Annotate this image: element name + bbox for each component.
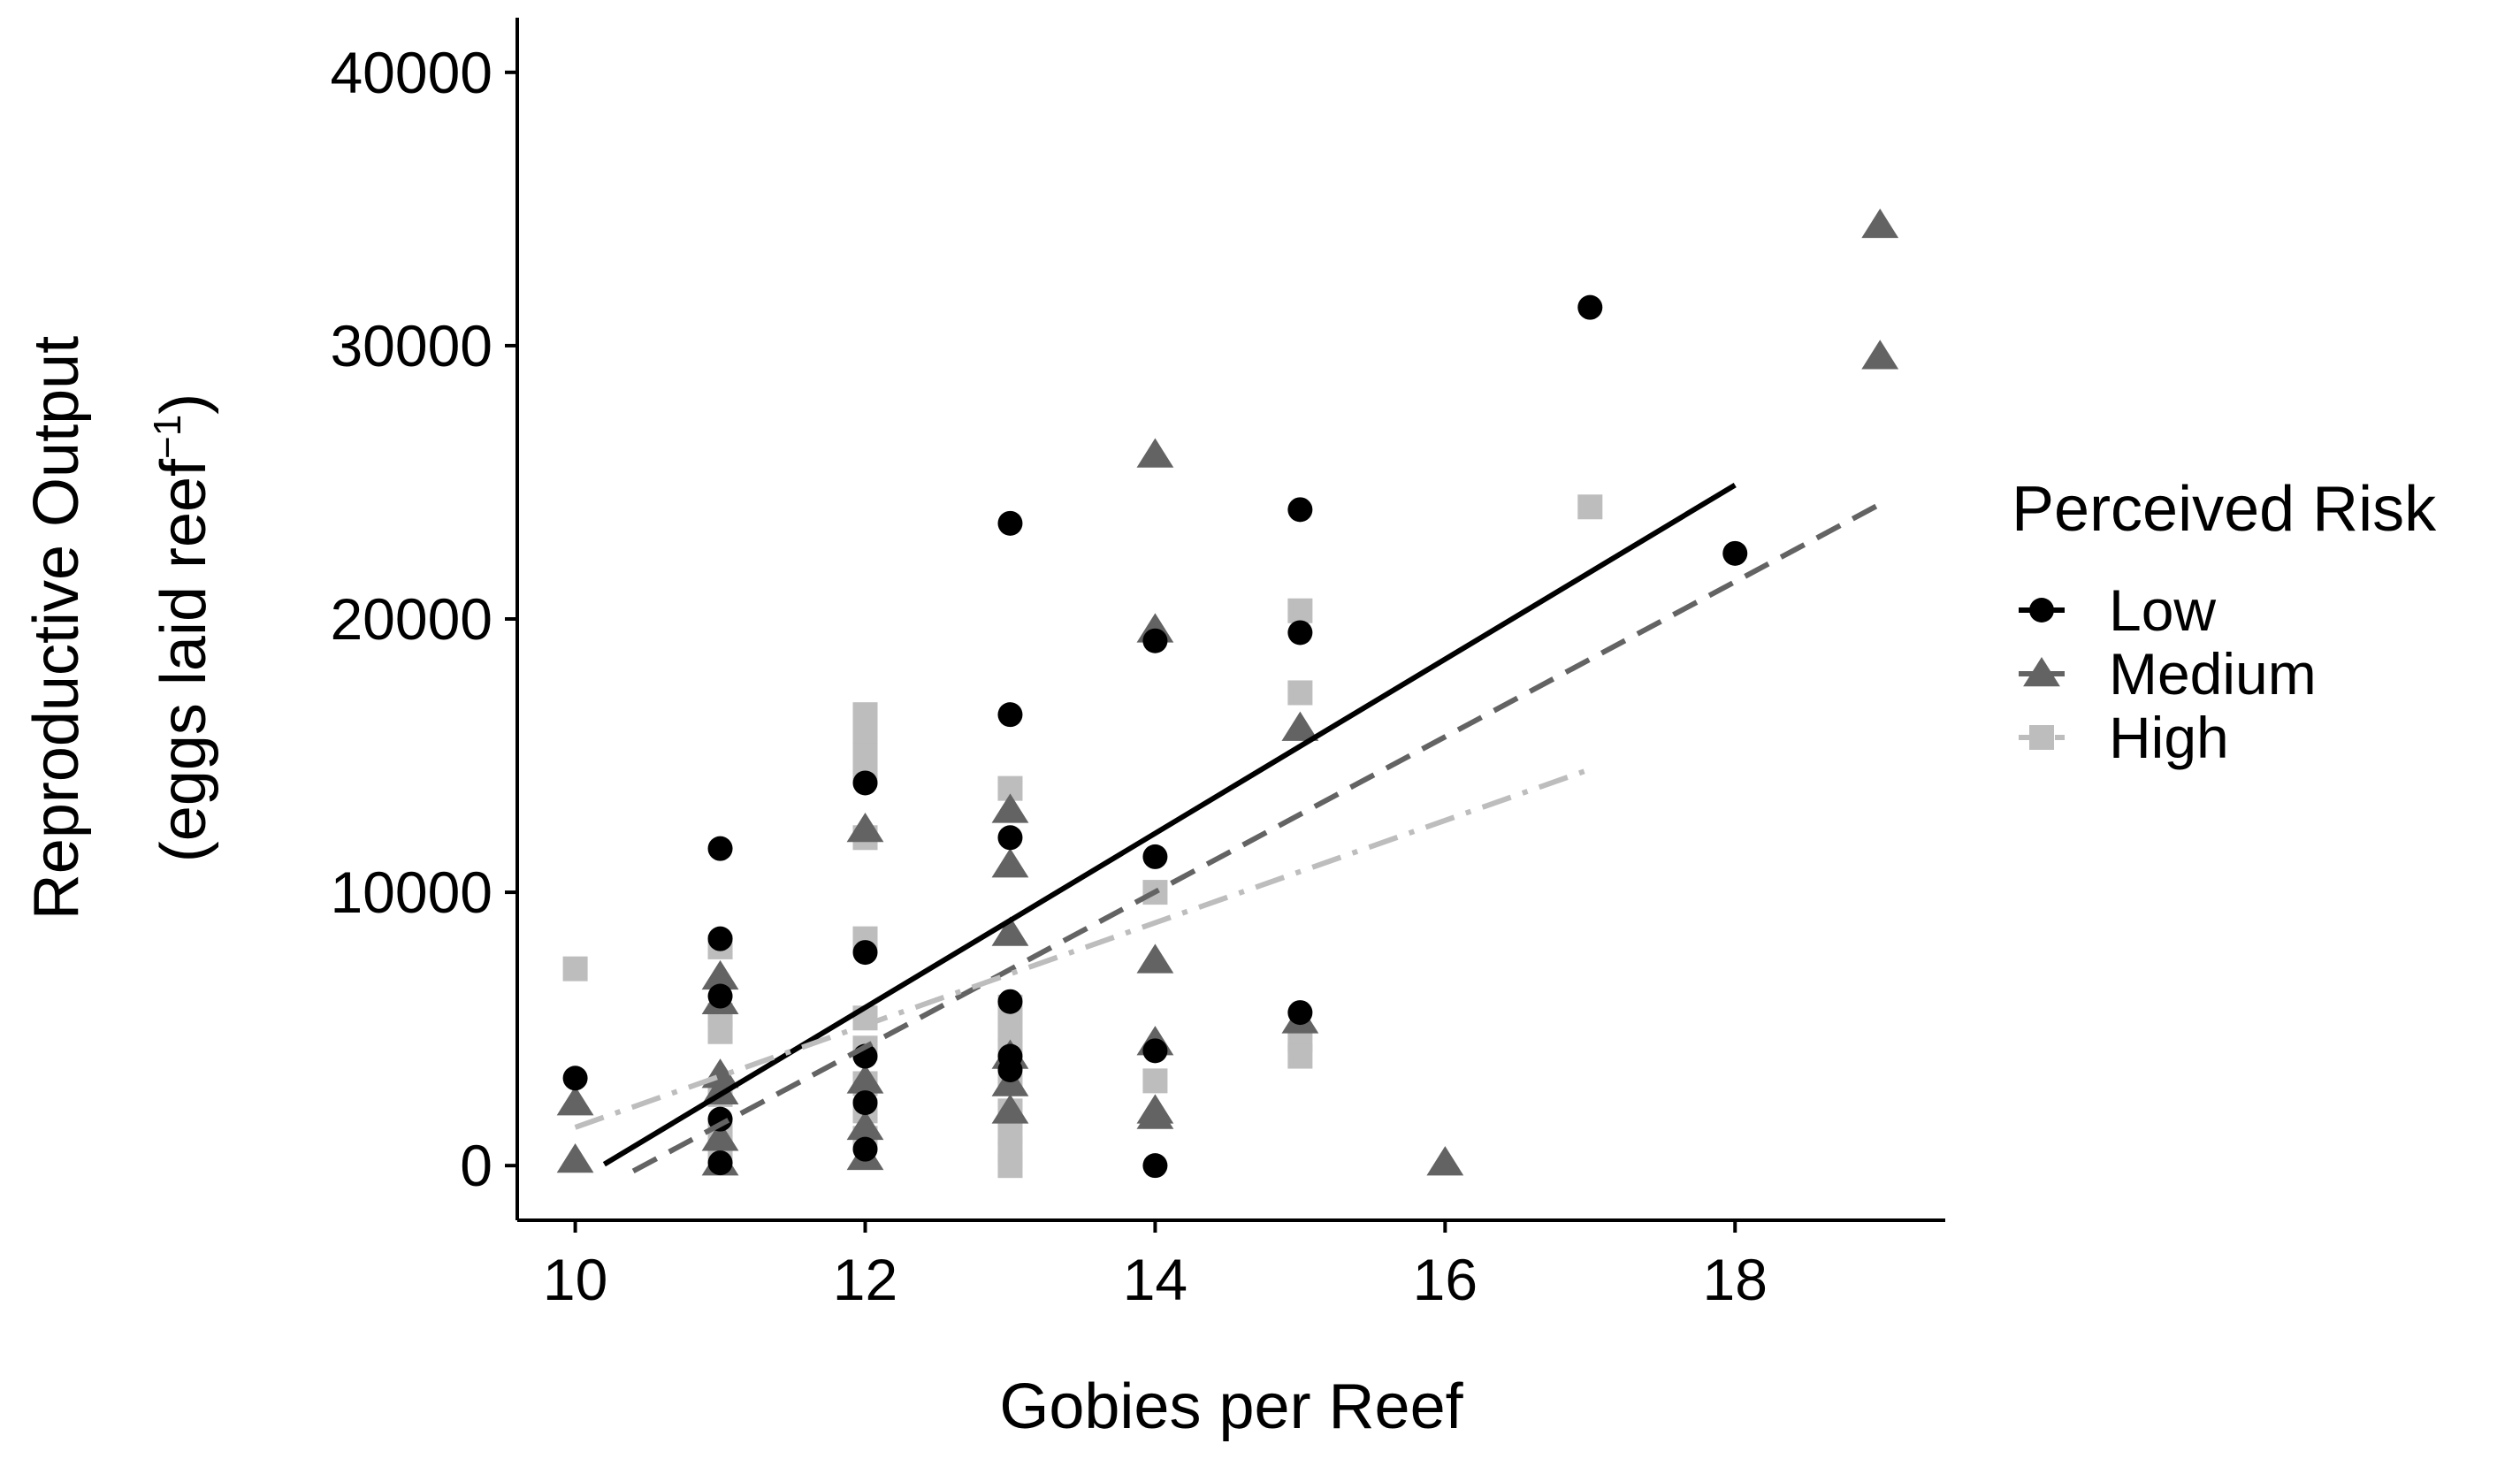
y-axis-ticks: 0 10000 20000 30000 40000: [330, 40, 517, 1198]
point-low: [1287, 1000, 1313, 1026]
point-medium: [846, 1064, 884, 1094]
legend-marker-medium: [2023, 657, 2060, 687]
y-axis-title-units: (eggs laid reef: [149, 458, 219, 862]
legend-label-medium: Medium: [2109, 641, 2317, 707]
point-medium: [991, 1094, 1029, 1124]
legend-item-low: Low: [2019, 577, 2216, 643]
fit-line-low: [602, 482, 1737, 1167]
y-axis-title-line2: (eggs laid reef−1): [146, 393, 219, 862]
point-low: [1142, 628, 1168, 653]
point-medium: [1136, 943, 1174, 974]
point-low: [1287, 620, 1313, 645]
y-tick-label: 30000: [330, 313, 493, 378]
point-low: [997, 702, 1023, 728]
point-medium: [556, 1143, 594, 1173]
point-low: [997, 989, 1023, 1014]
point-medium: [556, 1086, 594, 1116]
point-high: [1287, 1043, 1313, 1069]
point-low: [997, 1058, 1023, 1082]
point-low: [1142, 1153, 1168, 1179]
point-medium: [1136, 438, 1174, 468]
point-low: [997, 825, 1023, 851]
point-medium: [991, 916, 1029, 946]
point-high: [997, 1016, 1023, 1042]
point-low: [707, 983, 733, 1009]
point-medium: [846, 1110, 884, 1141]
fit-lines: [574, 482, 1882, 1174]
point-high: [1287, 680, 1313, 706]
point-low: [997, 510, 1023, 536]
data-points: [556, 208, 1899, 1179]
point-medium: [701, 959, 739, 990]
point-low: [707, 926, 733, 951]
y-tick-label: 10000: [330, 859, 493, 925]
point-low: [1287, 497, 1313, 523]
point-medium: [1281, 711, 1319, 741]
x-tick-label: 16: [1413, 1247, 1478, 1312]
x-tick-label: 12: [833, 1247, 897, 1312]
point-low: [1577, 294, 1603, 320]
legend-marker-low: [2029, 598, 2054, 623]
point-medium: [991, 793, 1029, 823]
point-low: [1142, 844, 1168, 869]
point-medium: [1861, 340, 1899, 370]
point-high: [562, 956, 588, 982]
point-low: [707, 1150, 733, 1176]
point-high: [1287, 598, 1313, 623]
point-high: [1142, 1068, 1168, 1094]
y-axis-title-exponent: −1: [146, 415, 189, 459]
legend-label-high: High: [2109, 705, 2229, 770]
point-medium: [1136, 1099, 1174, 1129]
point-high: [707, 1019, 733, 1044]
legend-item-medium: Medium: [2019, 641, 2317, 707]
x-axis-title: Gobies per Reef: [999, 1371, 1463, 1442]
point-medium: [701, 1121, 739, 1151]
point-high: [997, 1153, 1023, 1179]
y-tick-label: 20000: [330, 586, 493, 652]
x-tick-label: 18: [1703, 1247, 1768, 1312]
y-tick-label: 40000: [330, 40, 493, 105]
point-medium: [991, 848, 1029, 878]
legend-title: Perceived Risk: [2012, 474, 2437, 545]
x-axis-ticks: 10 12 14 16 18: [543, 1220, 1768, 1312]
y-axis-title-line1: Reproductive Output: [21, 336, 92, 920]
point-medium: [846, 813, 884, 843]
fit-line-medium: [631, 501, 1882, 1174]
point-high: [1577, 494, 1603, 520]
point-low: [852, 1090, 878, 1116]
point-low: [852, 940, 878, 966]
point-low: [707, 836, 733, 861]
legend-label-low: Low: [2109, 577, 2216, 643]
point-low: [852, 770, 878, 796]
series-medium-points: [556, 208, 1899, 1176]
y-axis-title-close-paren: ): [149, 393, 219, 415]
x-tick-label: 14: [1123, 1247, 1187, 1312]
point-low: [1722, 540, 1748, 566]
axes: [515, 18, 1945, 1222]
y-axis-title: Reproductive Output (eggs laid reef−1): [21, 336, 219, 920]
point-low: [852, 1136, 878, 1162]
x-tick-label: 10: [543, 1247, 607, 1312]
legend-item-high: High: [2019, 705, 2229, 770]
point-medium: [1861, 208, 1899, 239]
point-low: [562, 1066, 588, 1091]
point-medium: [1426, 1146, 1464, 1176]
y-tick-label: 0: [460, 1133, 493, 1198]
point-low: [1142, 1038, 1168, 1064]
series-low-points: [562, 294, 1748, 1179]
legend-marker-high: [2029, 725, 2054, 750]
